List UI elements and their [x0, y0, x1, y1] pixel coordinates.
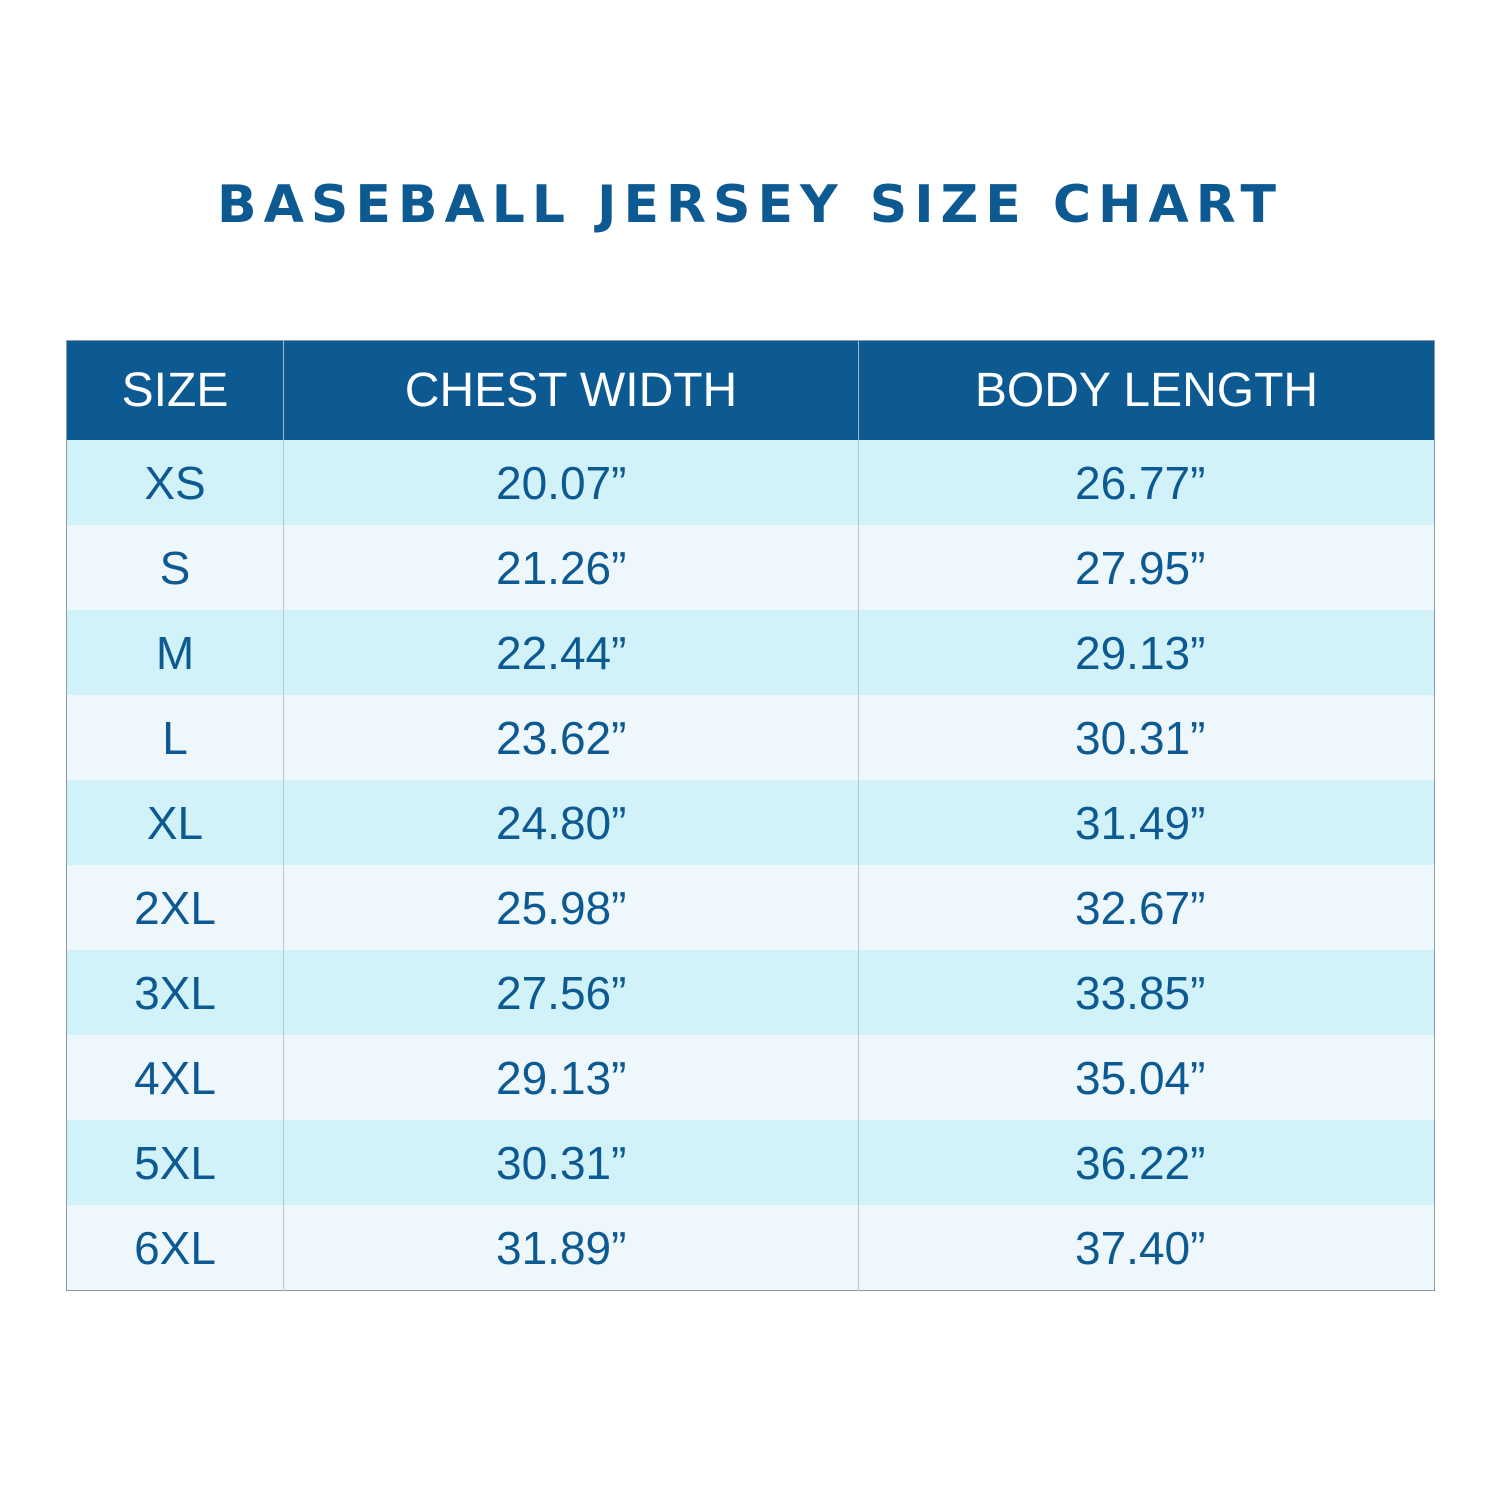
- body-length-cell: 33.85”: [858, 950, 1435, 1035]
- table-row: M 22.44” 29.13”: [66, 610, 1435, 695]
- size-chart-table: SIZE CHEST WIDTH BODY LENGTH XS 20.07” 2…: [66, 340, 1435, 1291]
- body-length-cell: 27.95”: [858, 525, 1435, 610]
- chest-width-cell: 27.56”: [283, 950, 859, 1035]
- table-header-row: SIZE CHEST WIDTH BODY LENGTH: [66, 340, 1435, 440]
- table-row: 2XL 25.98” 32.67”: [66, 865, 1435, 950]
- size-cell: M: [66, 610, 284, 695]
- chest-width-cell: 31.89”: [283, 1205, 859, 1291]
- page-title: BASEBALL JERSEY SIZE CHART: [217, 175, 1283, 235]
- size-cell: 2XL: [66, 865, 284, 950]
- header-size: SIZE: [66, 340, 284, 440]
- chest-width-cell: 21.26”: [283, 525, 859, 610]
- chest-width-cell: 22.44”: [283, 610, 859, 695]
- table-row: 3XL 27.56” 33.85”: [66, 950, 1435, 1035]
- body-length-cell: 35.04”: [858, 1035, 1435, 1120]
- size-cell: XS: [66, 440, 284, 525]
- size-cell: L: [66, 695, 284, 780]
- table-row: 5XL 30.31” 36.22”: [66, 1120, 1435, 1205]
- size-cell: 5XL: [66, 1120, 284, 1205]
- table-row: 6XL 31.89” 37.40”: [66, 1205, 1435, 1291]
- body-length-cell: 31.49”: [858, 780, 1435, 865]
- table-row: S 21.26” 27.95”: [66, 525, 1435, 610]
- chest-width-cell: 30.31”: [283, 1120, 859, 1205]
- table-row: XS 20.07” 26.77”: [66, 440, 1435, 525]
- body-length-cell: 26.77”: [858, 440, 1435, 525]
- header-body-length: BODY LENGTH: [858, 340, 1435, 440]
- body-length-cell: 30.31”: [858, 695, 1435, 780]
- chest-width-cell: 20.07”: [283, 440, 859, 525]
- chest-width-cell: 24.80”: [283, 780, 859, 865]
- table-row: 4XL 29.13” 35.04”: [66, 1035, 1435, 1120]
- body-length-cell: 29.13”: [858, 610, 1435, 695]
- size-cell: XL: [66, 780, 284, 865]
- body-length-cell: 32.67”: [858, 865, 1435, 950]
- size-cell: S: [66, 525, 284, 610]
- chest-width-cell: 29.13”: [283, 1035, 859, 1120]
- body-length-cell: 36.22”: [858, 1120, 1435, 1205]
- size-cell: 3XL: [66, 950, 284, 1035]
- size-cell: 4XL: [66, 1035, 284, 1120]
- chest-width-cell: 25.98”: [283, 865, 859, 950]
- chest-width-cell: 23.62”: [283, 695, 859, 780]
- table-row: XL 24.80” 31.49”: [66, 780, 1435, 865]
- size-cell: 6XL: [66, 1205, 284, 1291]
- body-length-cell: 37.40”: [858, 1205, 1435, 1291]
- header-chest-width: CHEST WIDTH: [283, 340, 859, 440]
- table-row: L 23.62” 30.31”: [66, 695, 1435, 780]
